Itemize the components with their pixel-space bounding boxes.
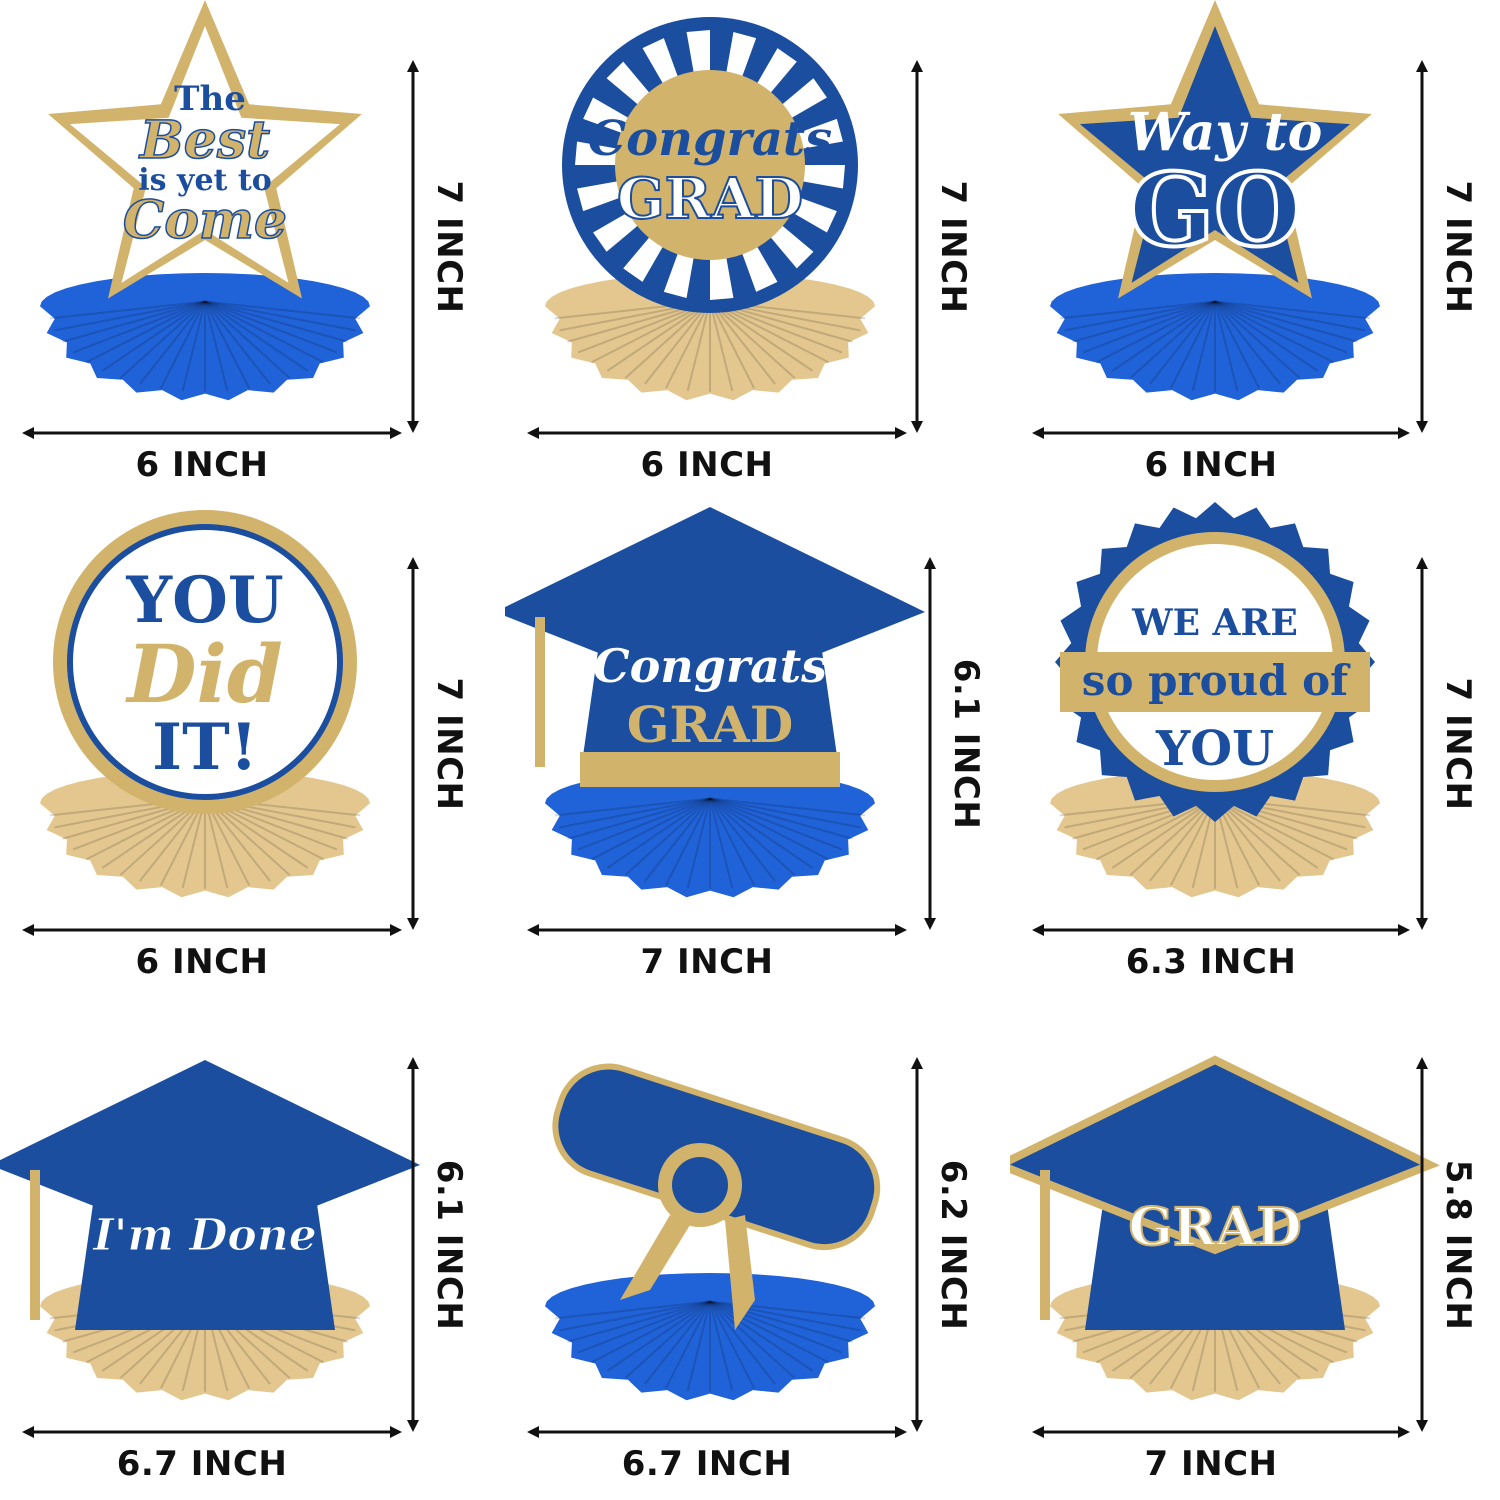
sign-text: Congrats — [593, 639, 827, 693]
centerpiece-graphic: WE ARE so proud of YOU — [1032, 502, 1428, 936]
width-label: 6.7 INCH — [116, 1444, 288, 1484]
height-arrow — [407, 557, 419, 930]
honeycomb-base — [545, 1273, 875, 1401]
sign-text: GRAD — [627, 695, 793, 754]
width-label: 7 INCH — [1144, 1444, 1278, 1484]
centerpiece-graphic: GRAD — [1010, 1055, 1440, 1438]
height-arrow — [911, 1057, 923, 1432]
centerpiece-congrats-grad-circle: Congrats GRAD 6 INCH 7 INCH — [505, 0, 1005, 500]
sign-text: Congrats — [588, 111, 832, 167]
width-arrow — [527, 427, 907, 439]
centerpiece-grad-cap: GRAD 7 INCH 5.8 INCH — [1010, 1000, 1500, 1500]
height-label: 7 INCH — [1438, 676, 1478, 811]
height-label: 7 INCH — [429, 676, 469, 811]
width-arrow — [527, 924, 907, 936]
sign-circle — [53, 510, 357, 814]
sign-text: GRAD — [617, 166, 803, 232]
sign-rays-circle — [562, 17, 858, 313]
sign-badge — [1055, 502, 1375, 822]
height-arrow — [1416, 1057, 1428, 1432]
sign-text: Come — [123, 190, 287, 251]
sign-text: IT! — [152, 710, 258, 785]
sign-text: GRAD — [1128, 1197, 1301, 1258]
width-arrow — [22, 1426, 402, 1438]
sign-text: Best — [138, 110, 270, 171]
width-arrow — [1032, 427, 1410, 439]
centerpiece-congrats-grad-cap: Congrats GRAD 7 INCH 6.1 INCH — [505, 497, 1005, 997]
width-arrow — [1032, 924, 1410, 936]
width-label: 6 INCH — [135, 942, 269, 982]
sign-cap — [0, 1060, 420, 1330]
honeycomb-base — [40, 273, 370, 401]
height-arrow — [407, 60, 419, 433]
centerpiece-you-did-it: YOU Did IT! 6 INCH 7 INCH — [0, 497, 500, 997]
width-label: 6.3 INCH — [1125, 942, 1297, 982]
honeycomb-base — [1050, 273, 1380, 401]
width-arrow — [22, 427, 402, 439]
centerpiece-graphic: I'm Done — [0, 1057, 420, 1438]
height-label: 6.2 INCH — [933, 1159, 973, 1330]
centerpiece-im-done-cap: I'm Done 6.7 INCH 6.1 INCH — [0, 1000, 500, 1500]
sign-text: The — [174, 79, 246, 119]
height-label: 7 INCH — [429, 179, 469, 314]
width-label: 6.7 INCH — [621, 1444, 793, 1484]
centerpiece-graphic — [527, 1057, 923, 1438]
sign-text: Did — [125, 627, 283, 721]
height-label: 7 INCH — [1438, 179, 1478, 314]
centerpiece-so-proud-of-you: WE ARE so proud of YOU 6.3 INCH 7 INCH — [1010, 497, 1500, 997]
height-label: 7 INCH — [933, 179, 973, 314]
width-arrow — [22, 924, 402, 936]
sign-text: is yet to — [138, 163, 271, 198]
honeycomb-base — [1050, 770, 1380, 898]
height-arrow — [1416, 557, 1428, 930]
width-label: 6 INCH — [1144, 445, 1278, 485]
sign-text: YOU — [1155, 721, 1274, 777]
height-arrow — [1416, 60, 1428, 433]
width-label: 7 INCH — [640, 942, 774, 982]
height-label: 5.8 INCH — [1438, 1159, 1478, 1330]
centerpiece-best-is-yet-to-come: The Best is yet to Come 6 INCH 7 INCH — [0, 0, 500, 500]
width-arrow — [1032, 1426, 1410, 1438]
sign-cap — [1010, 1055, 1440, 1330]
width-arrow — [527, 1426, 907, 1438]
sign-text: Way to — [1128, 102, 1323, 163]
honeycomb-base — [545, 770, 875, 898]
height-arrow — [407, 1057, 419, 1432]
sign-text: YOU — [125, 563, 283, 638]
sign-cap — [505, 507, 925, 787]
sign-text: I'm Done — [91, 1210, 316, 1261]
height-arrow — [911, 60, 923, 433]
sign-star — [1058, 0, 1372, 299]
centerpiece-diploma: 6.7 INCH 6.2 INCH — [505, 1000, 1005, 1500]
height-label: 6.1 INCH — [946, 658, 986, 829]
sign-text: GO — [1129, 151, 1302, 269]
sign-text: WE ARE — [1131, 602, 1298, 644]
sign-diploma — [552, 1063, 881, 1330]
centerpiece-way-to-go: Way to GO 6 INCH 7 INCH — [1010, 0, 1500, 500]
sign-star — [48, 0, 362, 299]
height-arrow — [924, 557, 936, 930]
width-label: 6 INCH — [640, 445, 774, 485]
width-label: 6 INCH — [135, 445, 269, 485]
height-label: 6.1 INCH — [429, 1159, 469, 1330]
sign-text: so proud of — [1082, 656, 1351, 705]
